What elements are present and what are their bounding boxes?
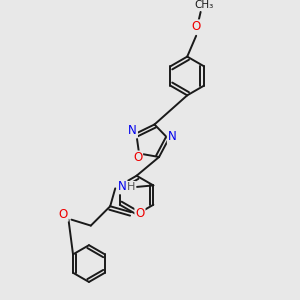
Text: O: O [133, 152, 142, 164]
Text: N: N [128, 124, 137, 137]
Text: O: O [58, 208, 68, 221]
Text: N: N [168, 130, 176, 143]
Text: N: N [118, 180, 127, 194]
Text: CH₃: CH₃ [194, 0, 213, 10]
Text: O: O [191, 20, 201, 33]
Text: H: H [127, 182, 135, 192]
Text: O: O [135, 207, 145, 220]
